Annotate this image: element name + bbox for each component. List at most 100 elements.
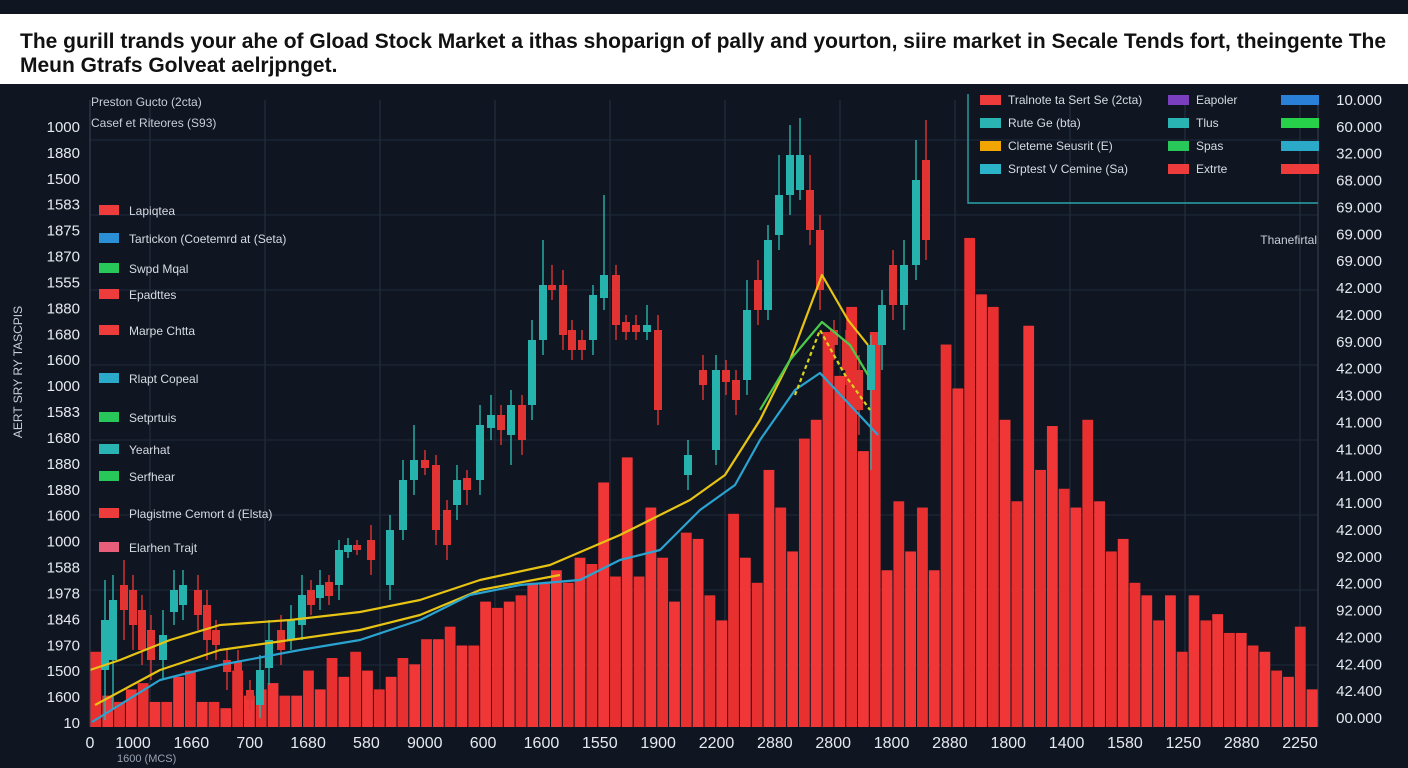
- bar: [196, 701, 208, 727]
- bar: [244, 695, 255, 727]
- bar: [137, 683, 149, 727]
- candle-body: [109, 600, 117, 660]
- bar: [798, 438, 810, 727]
- bar: [775, 507, 787, 727]
- candle-body: [129, 590, 137, 625]
- bar: [1235, 632, 1247, 727]
- candle-body: [256, 670, 264, 705]
- right-axis-label: Thanefirtal: [1260, 233, 1317, 247]
- bar: [1153, 620, 1164, 727]
- candle-body: [344, 545, 352, 552]
- chart-title-line-1: The gurill trands your ahe of Gload Stoc…: [20, 30, 1387, 53]
- axes: 1000 1880 1500 1583 1875 1870 1555 1880 1680 1600…: [11, 92, 1382, 765]
- bar: [928, 570, 940, 727]
- legend-label: Rlapt Copeal: [129, 372, 198, 386]
- bar: [574, 557, 586, 727]
- candle-body: [497, 415, 505, 430]
- x-tick-label: 2880: [757, 735, 793, 752]
- legend-swatch: [1168, 95, 1189, 105]
- left-tick-label: 1880: [47, 145, 80, 162]
- bar: [1306, 689, 1318, 727]
- bar: [491, 607, 503, 727]
- candle-body: [410, 460, 418, 480]
- candle-body: [421, 460, 429, 468]
- left-tick-label: 1680: [47, 430, 80, 447]
- legend-swatch: [1168, 164, 1189, 174]
- candle-body: [147, 630, 155, 660]
- candle-body: [138, 610, 146, 650]
- chart-title-line-2: Meun Gtrafs Golveat aelrjpnget.: [20, 54, 338, 77]
- legend-label: Yearhat: [129, 443, 171, 457]
- bar: [787, 551, 798, 727]
- bar: [1129, 582, 1141, 727]
- candle-body: [194, 590, 202, 615]
- candle-body: [589, 295, 597, 340]
- legend-swatch: [1168, 141, 1189, 151]
- candle-body: [507, 405, 515, 435]
- right-tick-label: 10.000: [1336, 92, 1382, 109]
- candle-body: [120, 585, 128, 610]
- bar: [1294, 626, 1306, 727]
- candle-body: [101, 620, 109, 670]
- bar: [893, 501, 905, 727]
- candle-body: [796, 155, 804, 190]
- bar: [739, 557, 751, 727]
- bar: [716, 620, 728, 727]
- right-tick-label: 42.400: [1336, 683, 1382, 700]
- bar: [255, 689, 267, 727]
- legend-label: Lapiqtea: [129, 204, 175, 218]
- bar: [657, 557, 669, 727]
- candle-body: [325, 582, 333, 596]
- legend-swatch: [980, 164, 1001, 174]
- bar: [917, 507, 928, 727]
- legend-label: Serfhear: [129, 470, 175, 484]
- legend-label: Setprtuis: [129, 411, 176, 425]
- bar: [728, 513, 739, 727]
- bar: [645, 507, 657, 727]
- bar: [822, 331, 834, 727]
- bar: [314, 689, 326, 727]
- x-tick-label: 1000: [115, 735, 151, 752]
- x-tick-label: 1660: [174, 735, 210, 752]
- bar: [1011, 501, 1023, 727]
- bar: [173, 676, 184, 727]
- candle-body: [246, 690, 254, 700]
- bar: [527, 582, 539, 727]
- candle-body: [518, 405, 526, 440]
- bar: [149, 701, 161, 727]
- bar: [1247, 645, 1259, 727]
- right-tick-label: 42.000: [1336, 280, 1382, 297]
- x-tick-label: 700: [236, 735, 263, 752]
- legend-label: Tartickon (Coetemrd at (Seta): [129, 232, 286, 246]
- right-tick-label: 00.000: [1336, 710, 1382, 727]
- bar: [161, 701, 173, 727]
- left-tick-label: 1880: [47, 456, 80, 473]
- bar: [480, 601, 491, 727]
- candle-body: [830, 330, 838, 345]
- candle-body: [889, 265, 897, 305]
- bar: [1105, 551, 1117, 727]
- candle-body: [786, 155, 794, 195]
- legend-swatch: [1281, 141, 1319, 151]
- chart-canvas: 1000 1880 1500 1583 1875 1870 1555 1880 1680 1600…: [11, 92, 1382, 765]
- candle-body: [277, 630, 285, 650]
- x-tick-label: 2250: [1282, 735, 1318, 752]
- bar: [1176, 651, 1188, 727]
- x-tick-label: 1550: [582, 735, 618, 752]
- right-tick-label: 69.000: [1336, 334, 1382, 351]
- left-tick-label: 1000: [47, 378, 80, 395]
- candle-body: [528, 340, 536, 405]
- right-tick-label: 69.000: [1336, 226, 1382, 243]
- right-tick-label: 43.000: [1336, 388, 1382, 405]
- bar: [515, 595, 527, 727]
- bar: [421, 639, 432, 727]
- bar: [279, 695, 291, 727]
- candle-body: [806, 190, 814, 230]
- bar: [539, 582, 550, 727]
- legend-swatch: [99, 289, 119, 299]
- bar: [220, 708, 232, 727]
- legend-label: Elarhen Trajt: [129, 541, 198, 555]
- candle-body: [743, 310, 751, 380]
- candle-body: [559, 285, 567, 335]
- bar: [881, 570, 893, 727]
